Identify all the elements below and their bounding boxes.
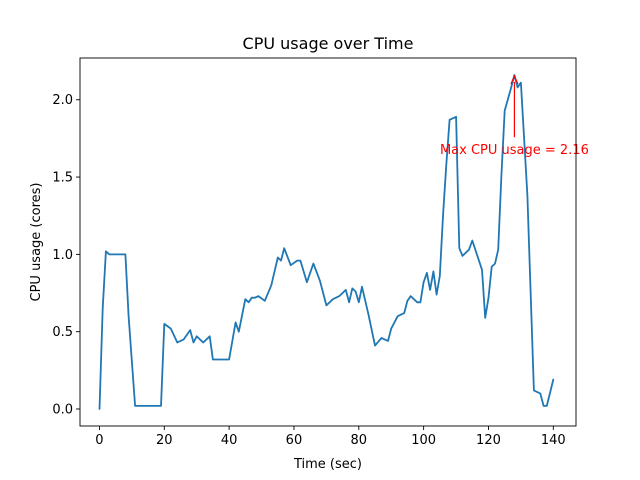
annotation-label: Max CPU usage = 2.16	[440, 143, 589, 158]
annotation-arrowhead	[510, 74, 519, 85]
plot-frame	[79, 57, 577, 427]
x-tick-label: 60	[286, 433, 303, 448]
y-tick-label: 0.5	[52, 325, 73, 340]
x-tick-label: 100	[411, 433, 436, 448]
x-tick-label: 80	[351, 433, 368, 448]
chart-title: CPU usage over Time	[243, 34, 414, 53]
y-tick-label: 0.0	[52, 402, 73, 417]
x-tick-label: 120	[476, 433, 501, 448]
x-tick-label: 0	[95, 433, 103, 448]
y-tick-label: 1.5	[52, 171, 73, 186]
series-group	[98, 74, 555, 410]
x-tick-label: 140	[541, 433, 566, 448]
cpu-usage-line	[98, 74, 555, 410]
y-axis-label: CPU usage (cores)	[29, 183, 44, 302]
y-axis: 0.0 0.5 1.0 1.5 2.0	[52, 93, 80, 417]
annotation: Max CPU usage = 2.16	[440, 74, 589, 158]
y-tick-label: 1.0	[52, 248, 73, 263]
x-tick-label: 40	[221, 433, 238, 448]
plot-area	[80, 58, 576, 426]
y-tick-label: 2.0	[52, 93, 73, 108]
x-tick-label: 20	[156, 433, 173, 448]
x-axis: 0 20 40 60 80 100 120 140	[95, 426, 566, 448]
x-axis-label: Time (sec)	[293, 457, 362, 472]
